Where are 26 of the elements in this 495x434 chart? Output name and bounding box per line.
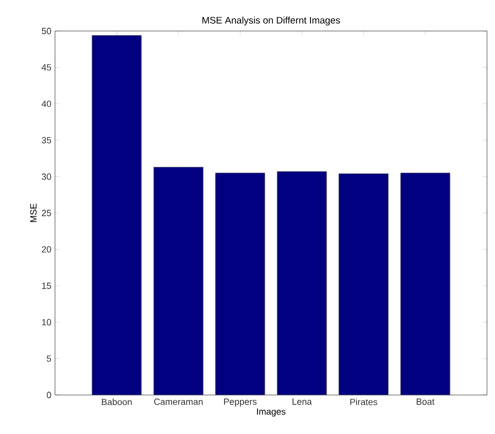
y-tick-label: 10 (42, 319, 52, 326)
bar (154, 166, 204, 395)
bar (400, 172, 450, 395)
y-tick-label: 0 (46, 392, 52, 398)
x-tick-label: Baboon (102, 398, 132, 406)
y-tick-label: 15 (42, 282, 52, 289)
y-axis-title: MSE (30, 204, 37, 222)
y-tick-label: 35 (42, 137, 52, 144)
x-tick-label: Boat (416, 398, 434, 405)
x-tick-label: Peppers (224, 398, 257, 407)
bar (338, 173, 388, 395)
y-tick-label: 20 (42, 246, 52, 253)
x-tick-label: Pirates (350, 398, 378, 406)
chart-title: MSE Analysis on Differnt Images (202, 16, 340, 26)
y-tick-label: 25 (42, 210, 52, 216)
bar (276, 171, 327, 395)
x-axis-title: Images (257, 408, 286, 417)
y-tick-label: 45 (42, 64, 52, 71)
bar (92, 35, 142, 395)
y-tick-label: 40 (42, 100, 52, 107)
y-tick-label: 5 (46, 355, 52, 362)
x-tick-label: Lena (292, 398, 312, 405)
y-tick-label: 50 (42, 28, 52, 34)
y-tick-label: 30 (42, 173, 52, 180)
bar (215, 172, 266, 395)
x-tick-label: Cameraman (154, 398, 203, 405)
